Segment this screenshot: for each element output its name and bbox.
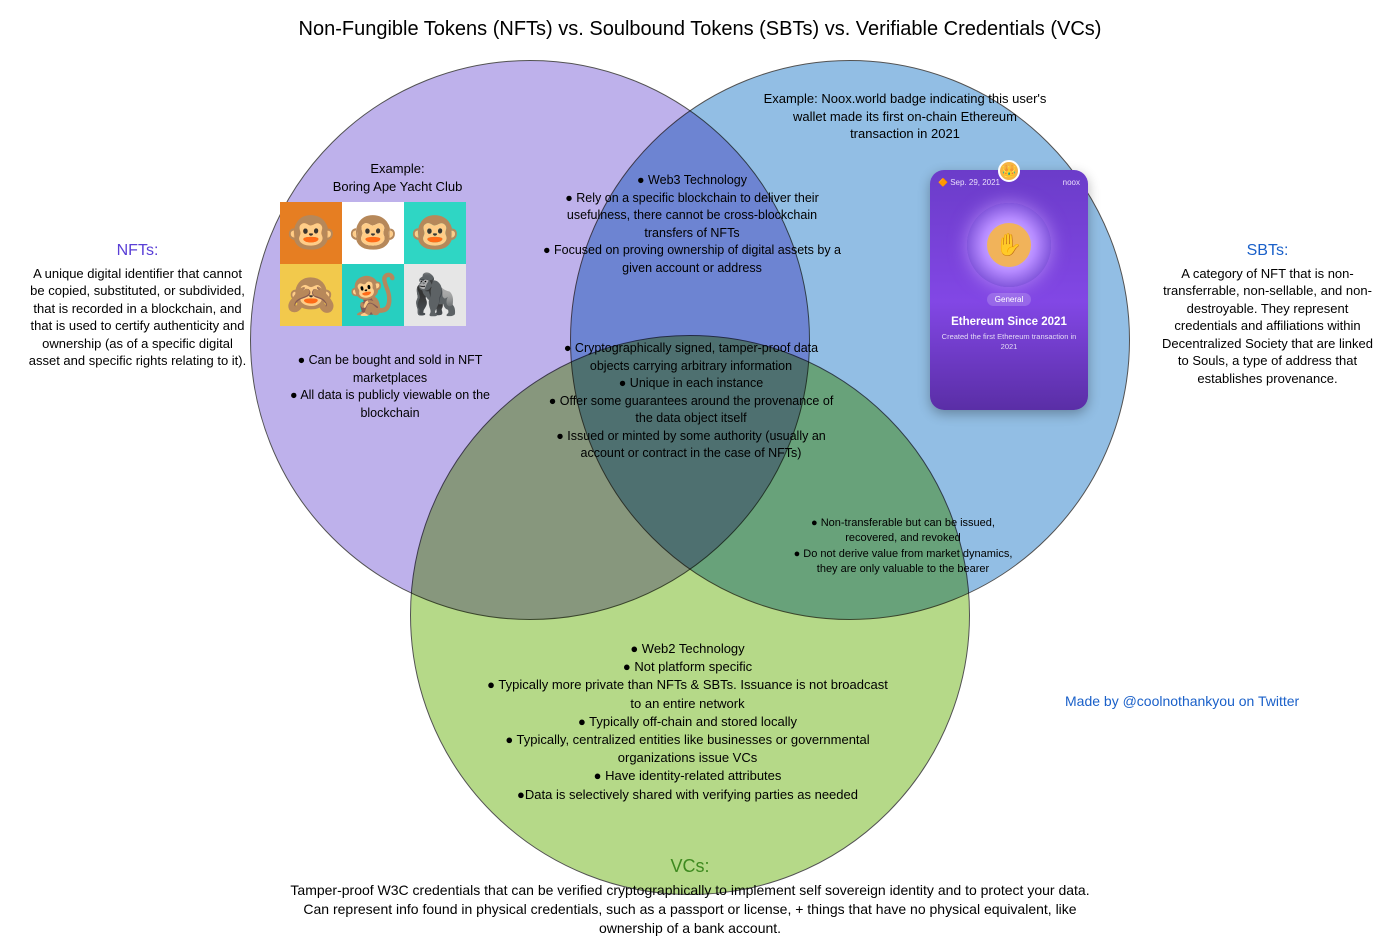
noox-badge-ring: ✋: [967, 203, 1051, 287]
nft-only-text: ● Can be bought and sold in NFT marketpl…: [280, 352, 500, 422]
bayc-tile: 🦍: [404, 264, 466, 326]
diagram-title: Non-Fungible Tokens (NFTs) vs. Soulbound…: [0, 18, 1400, 41]
nft-example: Example: Boring Ape Yacht Club 🐵 🐵 🐵 🙈 🐒…: [280, 160, 515, 326]
nft-heading: NFTs:: [25, 240, 250, 262]
noox-category-pill: General: [987, 293, 1031, 306]
noox-subtitle: Created the first Ethereum transaction i…: [938, 332, 1080, 352]
vc-only-text: ● Web2 Technology● Not platform specific…: [485, 640, 890, 804]
vc-body: Tamper-proof W3C credentials that can be…: [290, 881, 1090, 938]
bayc-tile: 🐵: [280, 202, 342, 264]
noox-brand: noox: [1063, 178, 1080, 187]
nft-example-caption: Example: Boring Ape Yacht Club: [280, 160, 515, 196]
nft-sbt-overlap-text: ● Web3 Technology● Rely on a specific bl…: [542, 172, 842, 277]
crown-icon: 👑: [998, 160, 1020, 182]
sbt-description: SBTs: A category of NFT that is non-tran…: [1155, 240, 1380, 387]
sbt-example-caption: Example: Noox.world badge indicating thi…: [760, 90, 1050, 143]
bayc-tile: 🙈: [280, 264, 342, 326]
hand-icon: ✋: [987, 223, 1031, 267]
vc-heading: VCs:: [290, 854, 1090, 878]
vc-description: VCs: Tamper-proof W3C credentials that c…: [290, 854, 1090, 938]
nft-description: NFTs: A unique digital identifier that c…: [25, 240, 250, 370]
nft-body: A unique digital identifier that cannot …: [25, 265, 250, 370]
bayc-tile: 🐵: [404, 202, 466, 264]
noox-card: 👑 🔶 Sep. 29, 2021 noox ✋ General Ethereu…: [930, 170, 1088, 410]
credit-text: Made by @coolnothankyou on Twitter: [1065, 693, 1299, 709]
bayc-grid: 🐵 🐵 🐵 🙈 🐒 🦍: [280, 202, 515, 326]
noox-card-wrapper: 👑 🔶 Sep. 29, 2021 noox ✋ General Ethereu…: [930, 170, 1088, 410]
sbt-example: Example: Noox.world badge indicating thi…: [740, 90, 1070, 149]
sbt-heading: SBTs:: [1155, 240, 1380, 262]
bayc-tile: 🐒: [342, 264, 404, 326]
noox-title: Ethereum Since 2021: [938, 316, 1080, 328]
center-overlap-text: ● Cryptographically signed, tamper-proof…: [546, 340, 836, 463]
noox-date: 🔶 Sep. 29, 2021: [938, 178, 1000, 187]
bayc-tile: 🐵: [342, 202, 404, 264]
sbt-vc-overlap-text: ● Non-transferable but can be issued, re…: [788, 516, 1018, 578]
sbt-body: A category of NFT that is non-transferra…: [1155, 265, 1380, 388]
